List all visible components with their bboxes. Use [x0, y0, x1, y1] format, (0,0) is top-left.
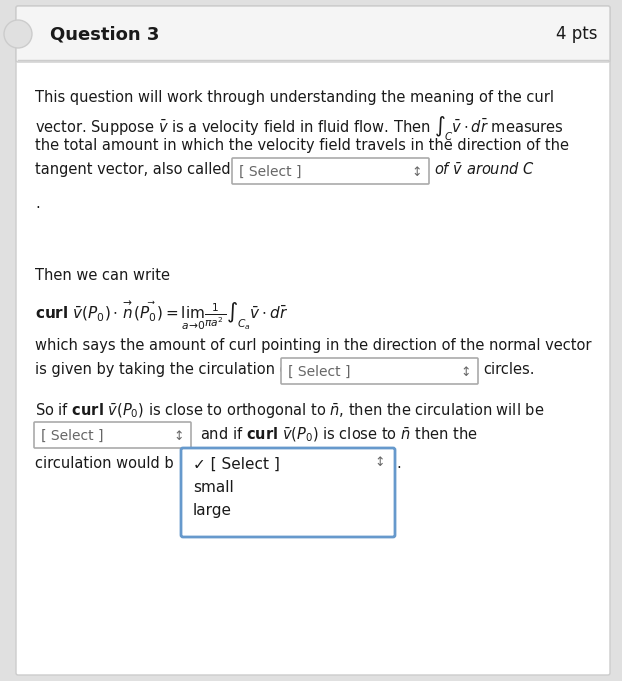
Text: [ Select ]: [ Select ]: [288, 365, 351, 379]
Text: This question will work through understanding the meaning of the curl: This question will work through understa…: [35, 90, 554, 105]
Text: Then we can write: Then we can write: [35, 268, 170, 283]
Text: [ Select ]: [ Select ]: [239, 165, 302, 179]
FancyBboxPatch shape: [181, 448, 395, 537]
FancyBboxPatch shape: [16, 6, 610, 62]
Text: is given by taking the circulation on: is given by taking the circulation on: [35, 362, 298, 377]
Text: vector. Suppose $\bar{v}$ is a velocity field in fluid flow. Then $\int_C \bar{v: vector. Suppose $\bar{v}$ is a velocity …: [35, 114, 564, 142]
Text: [ Select ]: [ Select ]: [41, 429, 103, 443]
Text: So if $\mathbf{curl}\ \bar{v}(P_0)$ is close to orthogonal to $\bar{n}$, then th: So if $\mathbf{curl}\ \bar{v}(P_0)$ is c…: [35, 402, 544, 421]
Text: large: large: [193, 503, 232, 518]
Text: ↕: ↕: [374, 456, 385, 469]
FancyBboxPatch shape: [182, 449, 396, 538]
Text: the total amount in which the velocity field travels in the direction of the: the total amount in which the velocity f…: [35, 138, 569, 153]
FancyBboxPatch shape: [34, 422, 191, 448]
Text: of $\bar{v}$ around $C$: of $\bar{v}$ around $C$: [434, 162, 534, 178]
Text: .: .: [35, 196, 40, 211]
FancyBboxPatch shape: [16, 6, 610, 675]
Text: ✓ [ Select ]: ✓ [ Select ]: [193, 456, 280, 471]
Text: ↕: ↕: [460, 366, 471, 379]
Text: ↕: ↕: [174, 430, 184, 443]
Text: Question 3: Question 3: [50, 25, 159, 43]
FancyBboxPatch shape: [232, 158, 429, 184]
FancyBboxPatch shape: [281, 358, 478, 384]
Text: which says the amount of curl pointing in the direction of the normal vector: which says the amount of curl pointing i…: [35, 338, 592, 353]
Text: small: small: [193, 481, 234, 496]
Text: and if $\mathbf{curl}\ \bar{v}(P_0)$ is close to $\bar{n}$ then the: and if $\mathbf{curl}\ \bar{v}(P_0)$ is …: [200, 426, 478, 445]
Text: circulation would b: circulation would b: [35, 456, 174, 471]
Text: tangent vector, also called the: tangent vector, also called the: [35, 162, 259, 177]
Text: 4 pts: 4 pts: [557, 25, 598, 43]
Text: circles.: circles.: [483, 362, 534, 377]
Circle shape: [4, 20, 32, 48]
Text: .: .: [396, 456, 401, 471]
Text: ↕: ↕: [412, 165, 422, 178]
Text: $\mathbf{curl}\ \bar{v}(P_0) \cdot \overset{\to}{n}(\vec{P_0}) = \lim_{a \to 0} : $\mathbf{curl}\ \bar{v}(P_0) \cdot \over…: [35, 300, 288, 333]
